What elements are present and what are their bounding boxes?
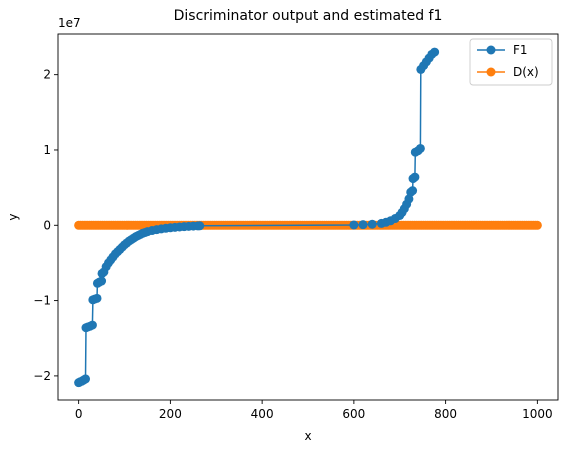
d-series-point (532, 220, 542, 230)
legend-d-marker (486, 67, 496, 77)
legend-f1-label: F1 (513, 43, 528, 57)
f1-series-point (415, 143, 425, 153)
f1-series-point (408, 186, 418, 196)
x-tick-label: 400 (251, 407, 274, 421)
y-axis-label: y (6, 213, 20, 220)
x-axis-label: x (304, 429, 311, 443)
legend-d-label: D(x) (513, 65, 539, 79)
legend-f1-marker (486, 45, 496, 55)
y-tick-label: −1 (33, 294, 51, 308)
plot-area (57, 33, 559, 401)
f1-series-point (97, 276, 107, 286)
plot-frame (57, 33, 559, 401)
legend: F1 D(x) (469, 38, 553, 86)
f1-series-point (410, 172, 420, 182)
x-tick-label: 200 (159, 407, 182, 421)
x-tick-label: 600 (342, 407, 365, 421)
y-tick-label: −2 (33, 369, 51, 383)
f1-series-point (404, 194, 414, 204)
f1-series-point (358, 220, 368, 230)
x-tick-label: 800 (434, 407, 457, 421)
legend-frame (469, 38, 553, 86)
y-tick-label: 1 (43, 143, 51, 157)
f1-series-point (81, 374, 91, 384)
x-tick-label: 0 (75, 407, 83, 421)
y-tick-label: 2 (43, 68, 51, 82)
f1-series-point (349, 220, 359, 230)
f1-series-point (367, 219, 377, 229)
f1-series-point (92, 293, 102, 303)
y-tick-label: 0 (43, 218, 51, 232)
x-tick-label: 1000 (522, 407, 553, 421)
f1-series-point (87, 320, 97, 330)
f1-series-point (195, 221, 205, 231)
f1-series-point (430, 47, 440, 57)
y-axis-scale-label: 1e7 (58, 16, 81, 30)
y-axis: −2 −1 0 1 2 (33, 68, 58, 383)
x-axis: 0 200 400 600 800 1000 (75, 400, 553, 421)
chart-title: Discriminator output and estimated f1 (174, 8, 443, 24)
f1-series-layer (74, 47, 440, 388)
